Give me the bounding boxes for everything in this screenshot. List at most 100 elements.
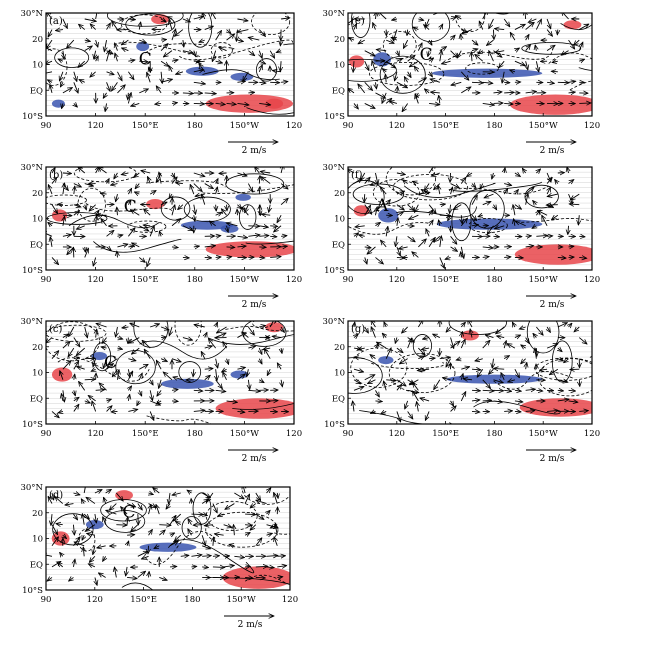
y-tick-label: 20 [334,189,345,199]
panel-label: (f) [351,170,363,181]
x-tick-label: 90 [41,121,52,131]
x-tick-label: 150°W [230,121,259,131]
positive-anomaly-patch [151,14,169,24]
y-tick-label: 10 [334,369,345,379]
y-tick-label: 10 [334,61,345,71]
x-tick-label: 120 [389,429,405,439]
negative-anomaly-patch [230,371,248,379]
x-tick-label: 180 [486,121,502,131]
x-tick-label: 120 [87,275,103,285]
x-tick-label: 90 [343,121,354,131]
contour-lines [327,1,664,100]
positive-anomaly-patch [52,367,72,381]
x-tick-label: 180 [486,275,502,285]
panel-label: (c) [49,324,63,335]
reference-vector-label: 2 m/s [540,454,565,464]
map-field [42,164,355,267]
negative-anomaly-patch [378,356,393,364]
y-tick-label: EQ [30,86,43,96]
negative-anomaly-patch [373,52,391,66]
panel-label: (b) [49,170,63,181]
reference-vector-label: 2 m/s [242,300,267,310]
x-tick-label: 120 [87,429,103,439]
x-tick-label: 120 [584,121,600,131]
y-tick-label: 10 [32,215,43,225]
reference-vector-label: 2 m/s [540,300,565,310]
positive-anomaly-patch [265,99,283,109]
x-tick-label: 120 [584,275,600,285]
y-tick-label: 30°N [322,9,345,19]
contour-lines [40,5,347,119]
negative-anomaly-patch [221,225,239,233]
x-tick-label: 180 [184,595,200,605]
x-tick-label: 90 [41,275,52,285]
x-tick-label: 150°E [432,275,459,285]
circulation-center-marker: C [122,503,135,523]
x-tick-label: 120 [282,595,298,605]
x-tick-label: 150°E [130,595,157,605]
y-tick-label: 30°N [20,9,43,19]
y-tick-label: 20 [334,35,345,45]
circulation-center-marker: C [420,45,433,65]
x-tick-label: 120 [286,429,302,439]
panel-label: (d) [49,490,63,501]
panel-label: (g) [351,324,365,335]
map-field [42,473,341,598]
x-tick-label: 150°W [529,429,558,439]
map-field [40,5,347,119]
y-tick-label: 30°N [322,317,345,327]
x-tick-label: 120 [389,275,405,285]
circulation-center-marker: C [124,197,137,217]
y-tick-label: EQ [30,394,43,404]
positive-anomaly-patch [520,398,601,416]
x-tick-label: 150°E [132,121,159,131]
y-tick-label: 20 [32,343,43,353]
x-tick-label: 120 [584,429,600,439]
x-tick-label: 180 [187,429,203,439]
positive-anomaly-patch [515,244,601,264]
x-tick-label: 180 [187,121,203,131]
y-tick-label: 20 [334,343,345,353]
positive-anomaly-patch [564,20,582,29]
x-tick-label: 150°W [227,595,256,605]
reference-vector-label: 2 m/s [238,620,263,630]
panel-label: (a) [49,16,63,27]
positive-anomaly-patch [510,94,601,114]
x-tick-label: 90 [343,429,354,439]
negative-anomaly-patch [230,73,253,81]
positive-anomaly-patch [461,330,479,340]
y-tick-label: EQ [30,560,43,570]
x-tick-label: 150°W [529,121,558,131]
x-tick-label: 150°E [432,121,459,131]
map-field [326,311,664,432]
negative-anomaly-patch [432,69,542,78]
circulation-center-marker: C [139,49,152,69]
x-tick-label: 120 [87,595,103,605]
y-tick-label: EQ [332,240,345,250]
map-field [327,1,664,115]
panel-label: (e) [351,16,365,27]
x-tick-label: 150°W [230,275,259,285]
reference-vector-label: 2 m/s [242,454,267,464]
y-tick-label: EQ [332,86,345,96]
x-tick-label: 120 [87,121,103,131]
x-tick-label: 180 [187,275,203,285]
y-tick-label: 10 [334,215,345,225]
x-tick-label: 150°E [132,275,159,285]
x-tick-label: 150°W [230,429,259,439]
x-tick-label: 150°E [432,429,459,439]
y-tick-label: 30°N [20,317,43,327]
circulation-center-marker: A [375,196,389,216]
x-tick-label: 150°W [529,275,558,285]
circulation-center-marker: C [104,353,117,373]
y-tick-label: 20 [32,509,43,519]
y-tick-label: 10 [32,535,43,545]
x-tick-label: 120 [389,121,405,131]
